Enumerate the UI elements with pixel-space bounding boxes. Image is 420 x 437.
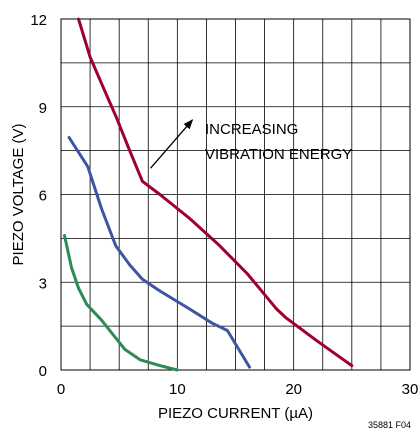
plot-frame: [60, 18, 411, 371]
series-layer: [63, 17, 354, 372]
annotation-line-2: VIBRATION ENERGY: [205, 146, 352, 163]
x-tick-labels: 0 10 20 30: [57, 381, 419, 398]
grid: [61, 19, 410, 370]
annotation: INCREASING VIBRATION ENERGY: [150, 119, 352, 169]
y-axis-title: PIEZO VOLTAGE (V): [10, 124, 27, 266]
series-line-1: [77, 17, 354, 368]
x-tick-label: 0: [57, 381, 65, 398]
y-tick-label: 3: [39, 275, 47, 292]
y-tick-label: 0: [39, 363, 47, 380]
x-axis-title: PIEZO CURRENT (µA): [158, 405, 313, 422]
figure-id: 35881 F04: [368, 420, 411, 430]
y-tick-labels: 0 3 6 9 12: [30, 12, 47, 380]
annotation-line-1: INCREASING: [205, 121, 298, 138]
series-line-2: [67, 136, 251, 369]
annotation-arrow: [150, 119, 194, 169]
y-tick-label: 12: [30, 12, 47, 29]
x-tick-label: 20: [285, 381, 302, 398]
y-tick-label: 6: [39, 188, 47, 205]
y-tick-label: 9: [39, 100, 47, 117]
x-tick-label: 10: [169, 381, 186, 398]
x-tick-label: 30: [402, 381, 419, 398]
series-line-3: [63, 234, 179, 372]
